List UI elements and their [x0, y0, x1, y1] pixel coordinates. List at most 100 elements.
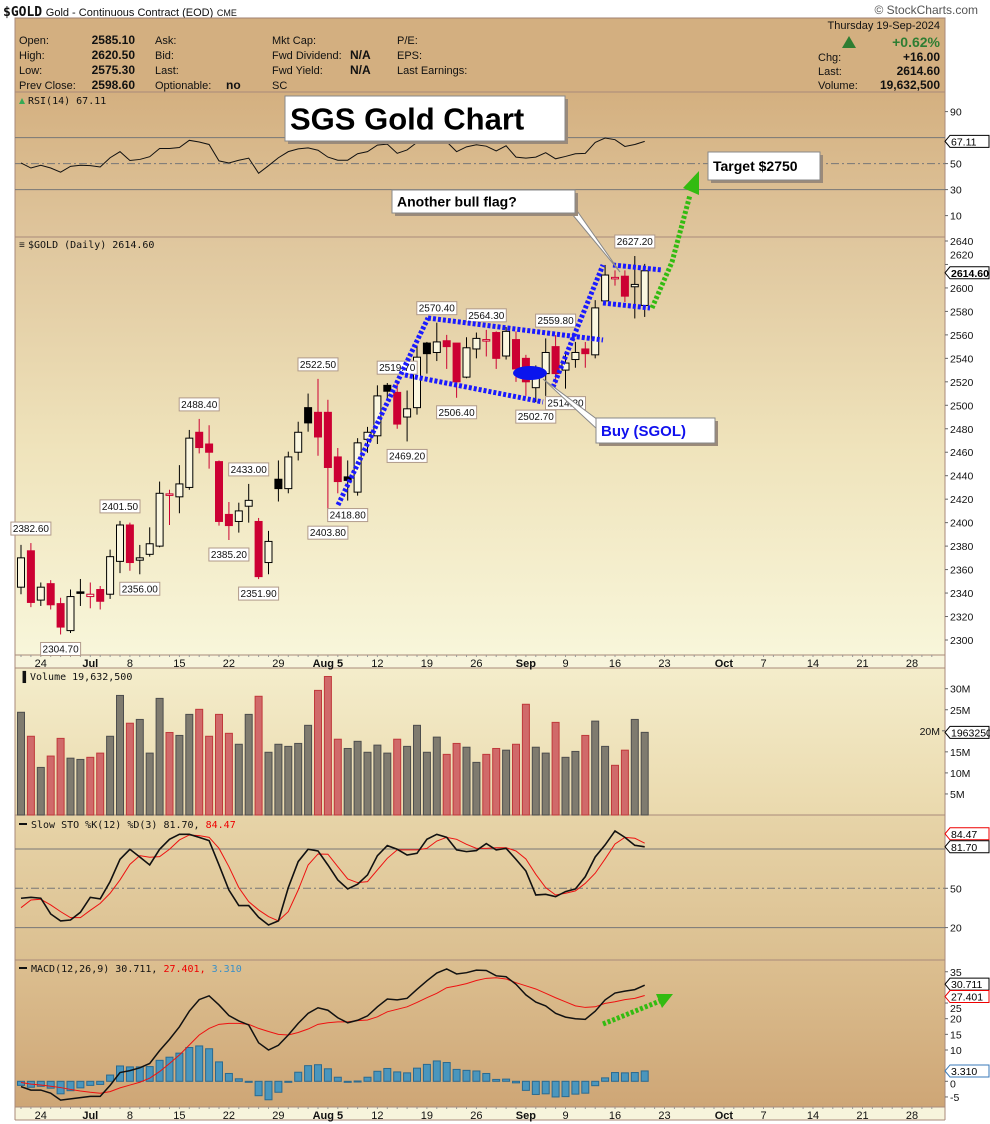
- macd-histogram-bar: [492, 1078, 501, 1082]
- volume-bar: [323, 675, 332, 816]
- candle: [86, 582, 95, 609]
- macd-histogram-bar: [422, 1063, 431, 1082]
- macd-histogram-bar: [244, 1080, 253, 1083]
- price-label-box: [178, 397, 220, 412]
- candle-body: [571, 351, 580, 361]
- candle-body: [304, 407, 313, 424]
- candle: [492, 331, 501, 369]
- signal-tag: 27.401: [951, 992, 983, 1004]
- date-axis-label: 19: [421, 1110, 433, 1122]
- candle-body: [76, 591, 85, 594]
- macd-histogram-bar: [274, 1080, 283, 1093]
- date-axis-row-bottom: [15, 1107, 945, 1120]
- candle-body: [96, 589, 105, 602]
- price-point-label: 2304.70: [43, 644, 80, 655]
- flag-trendline: [427, 315, 604, 343]
- description: Gold - Continuous Contract (EOD): [45, 7, 214, 19]
- price-point-label: 2514.20: [547, 399, 584, 410]
- volume-bar: [106, 735, 115, 816]
- price-axis-label: 2400: [950, 518, 974, 530]
- candle-body: [323, 411, 332, 468]
- price-last-tag-box: [944, 266, 990, 280]
- volume-bar: [363, 751, 372, 816]
- macd-histogram-bar: [145, 1066, 154, 1082]
- candle: [422, 341, 431, 374]
- candle-body: [165, 493, 174, 496]
- info-value: no: [226, 78, 241, 92]
- date-axis-label: 14: [807, 658, 819, 670]
- candle-body: [492, 332, 501, 359]
- price-label-box: [327, 508, 369, 523]
- price-point-label: 2564.30: [468, 311, 505, 322]
- candle-body: [205, 443, 214, 453]
- macd-histogram-bar: [46, 1080, 55, 1089]
- macd-axis-label: -5: [950, 1092, 959, 1104]
- flag-trendline: [612, 262, 663, 273]
- date-axis-label: 12: [371, 658, 383, 670]
- candle: [462, 337, 471, 379]
- macd-axis-label: 15: [950, 1029, 962, 1041]
- macd-legend: MACD(12,26,9) 30.711, 27.401, 3.310: [31, 964, 242, 975]
- volume-bar: [640, 731, 649, 816]
- stochastic-k-tag-box: [944, 840, 990, 854]
- candle-body: [284, 456, 293, 490]
- candle-body: [512, 339, 520, 370]
- price-axis-label: 2380: [950, 541, 974, 553]
- info-label: SC: [272, 80, 287, 92]
- macd-histogram-bar: [452, 1068, 461, 1082]
- stochastic-legend-d: 84.47: [206, 820, 236, 831]
- candle: [195, 418, 204, 454]
- candle-body: [640, 270, 649, 306]
- price-label-box: [465, 308, 507, 323]
- price-label-box: [436, 405, 478, 420]
- macd-histogram-bar: [234, 1078, 243, 1082]
- volume-bar: [561, 756, 570, 816]
- info-value: 2598.60: [92, 78, 136, 92]
- stochastic-legend: Slow STO %K(12) %D(3) 81.70, 84.47: [31, 820, 236, 831]
- macd-histogram-bar: [472, 1070, 481, 1082]
- price-point-label: 2418.80: [330, 511, 367, 522]
- macd-histogram-bar: [620, 1072, 629, 1082]
- candle-body: [462, 347, 471, 378]
- macd-histogram-bar: [393, 1071, 402, 1082]
- candle: [17, 544, 25, 595]
- candle-body: [145, 543, 154, 555]
- volume-bar: [234, 743, 243, 816]
- date-axis-label: 15: [173, 1110, 185, 1122]
- candle-body: [224, 513, 233, 527]
- macd-axis-label: 25: [950, 1003, 962, 1015]
- candle-body: [185, 437, 194, 488]
- volume-bar: [432, 736, 441, 816]
- macd-histogram-bar: [165, 1056, 174, 1082]
- date-axis-label: 15: [173, 658, 185, 670]
- info-label: Open:: [19, 35, 49, 47]
- price-axis-label: 2620: [950, 249, 974, 261]
- volume-bar: [125, 722, 134, 816]
- info-label: High:: [19, 50, 45, 62]
- bull-flag-callout: Another bull flag?: [397, 194, 517, 210]
- price-label-box: [515, 409, 557, 424]
- date-axis-label: Sep: [516, 1110, 536, 1122]
- date-axis-row: [15, 655, 945, 668]
- macd-histogram-bar: [314, 1064, 322, 1082]
- date-axis-label: 9: [562, 1110, 568, 1122]
- candle-body: [195, 431, 204, 449]
- price-label-box: [416, 301, 458, 316]
- volume-axis-label: 20M: [920, 726, 940, 738]
- candle: [106, 549, 115, 599]
- price-point-label: 2401.50: [102, 502, 139, 513]
- volume-bar: [46, 755, 55, 816]
- price-label-box: [119, 581, 161, 596]
- volume-bar: [472, 761, 481, 816]
- price-label-box: [10, 521, 52, 536]
- volume-bar: [630, 718, 639, 816]
- candle: [264, 530, 273, 575]
- candle-body: [333, 456, 342, 483]
- info-value: +16.00: [903, 50, 940, 64]
- info-value: N/A: [350, 63, 371, 77]
- volume-bar: [17, 711, 25, 816]
- volume-last-tag: 1963250: [951, 727, 990, 739]
- candle: [403, 390, 412, 442]
- candle: [56, 597, 65, 635]
- macd-histogram-bar: [640, 1070, 649, 1082]
